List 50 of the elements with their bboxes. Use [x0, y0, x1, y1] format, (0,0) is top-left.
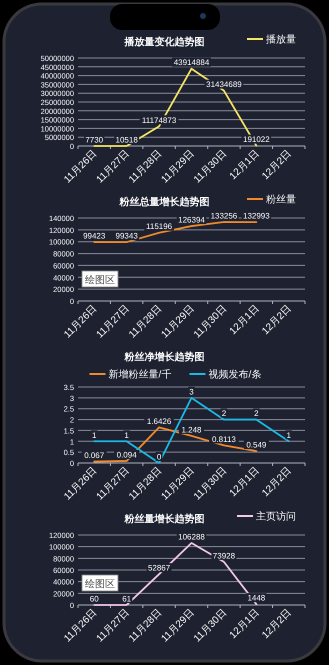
x-tick-label: 12月2日 [260, 148, 294, 182]
chart-title: 粉丝总量增长趋势图 [118, 196, 210, 208]
legend-label: 新增粉丝量/千 [108, 368, 172, 380]
data-label: 99423 [83, 232, 106, 241]
data-label: 3 [189, 387, 194, 396]
chart-title: 粉丝净增长趋势图 [124, 351, 204, 363]
data-label: 11174873 [142, 116, 177, 125]
data-label: 1 [124, 430, 130, 440]
data-label: 191022 [243, 135, 270, 144]
legend-label: 视频发布/条 [208, 368, 262, 380]
data-label: 1.248 [181, 425, 202, 434]
data-label: 31434689 [206, 80, 242, 90]
data-label: 133256 [210, 212, 238, 220]
data-label: 7730 [85, 135, 104, 144]
data-label: 132993 [243, 212, 270, 221]
data-label: 2 [222, 409, 227, 418]
chart-title: 粉丝量增长趋势图 [124, 513, 204, 525]
data-label: 106288 [178, 532, 206, 542]
data-label: 126394 [178, 216, 206, 225]
data-label: 10518 [116, 135, 138, 144]
data-label: 0 [156, 452, 162, 462]
data-label: 43914884 [174, 58, 210, 68]
annotation: 绘图区 [85, 578, 115, 590]
data-label: 1.6426 [146, 416, 172, 426]
data-label: 2 [254, 409, 260, 418]
annotation: 绘图区 [85, 274, 115, 286]
data-label: 52867 [148, 564, 171, 573]
x-tick-label: 12月2日 [260, 303, 294, 338]
data-label: 115196 [146, 222, 173, 232]
data-label: 1448 [247, 594, 266, 603]
data-label: 99343 [116, 232, 138, 241]
x-tick-label: 12月1日 [228, 303, 262, 338]
x-tick-label: 12月1日 [228, 465, 262, 500]
data-label: 73928 [212, 551, 236, 560]
x-tick-label: 12月1日 [228, 607, 262, 642]
data-label: 1 [286, 430, 292, 440]
data-label: 60 [90, 594, 100, 604]
data-label: 0.549 [246, 440, 267, 450]
data-label: 61 [122, 594, 132, 604]
data-label: 0.8113 [212, 434, 236, 444]
data-label: 0.067 [84, 451, 105, 460]
legend-label: 粉丝量 [266, 194, 296, 206]
data-label: 0.094 [116, 450, 138, 460]
legend-label: 主页访问 [256, 510, 296, 522]
x-tick-label: 12月1日 [228, 148, 262, 182]
chart-title: 播放量变化趋势图 [124, 36, 204, 48]
x-tick-label: 12月2日 [260, 465, 294, 500]
legend-label: 播放量 [266, 34, 296, 46]
data-label: 1 [92, 430, 97, 440]
x-tick-label: 12月2日 [260, 607, 294, 642]
